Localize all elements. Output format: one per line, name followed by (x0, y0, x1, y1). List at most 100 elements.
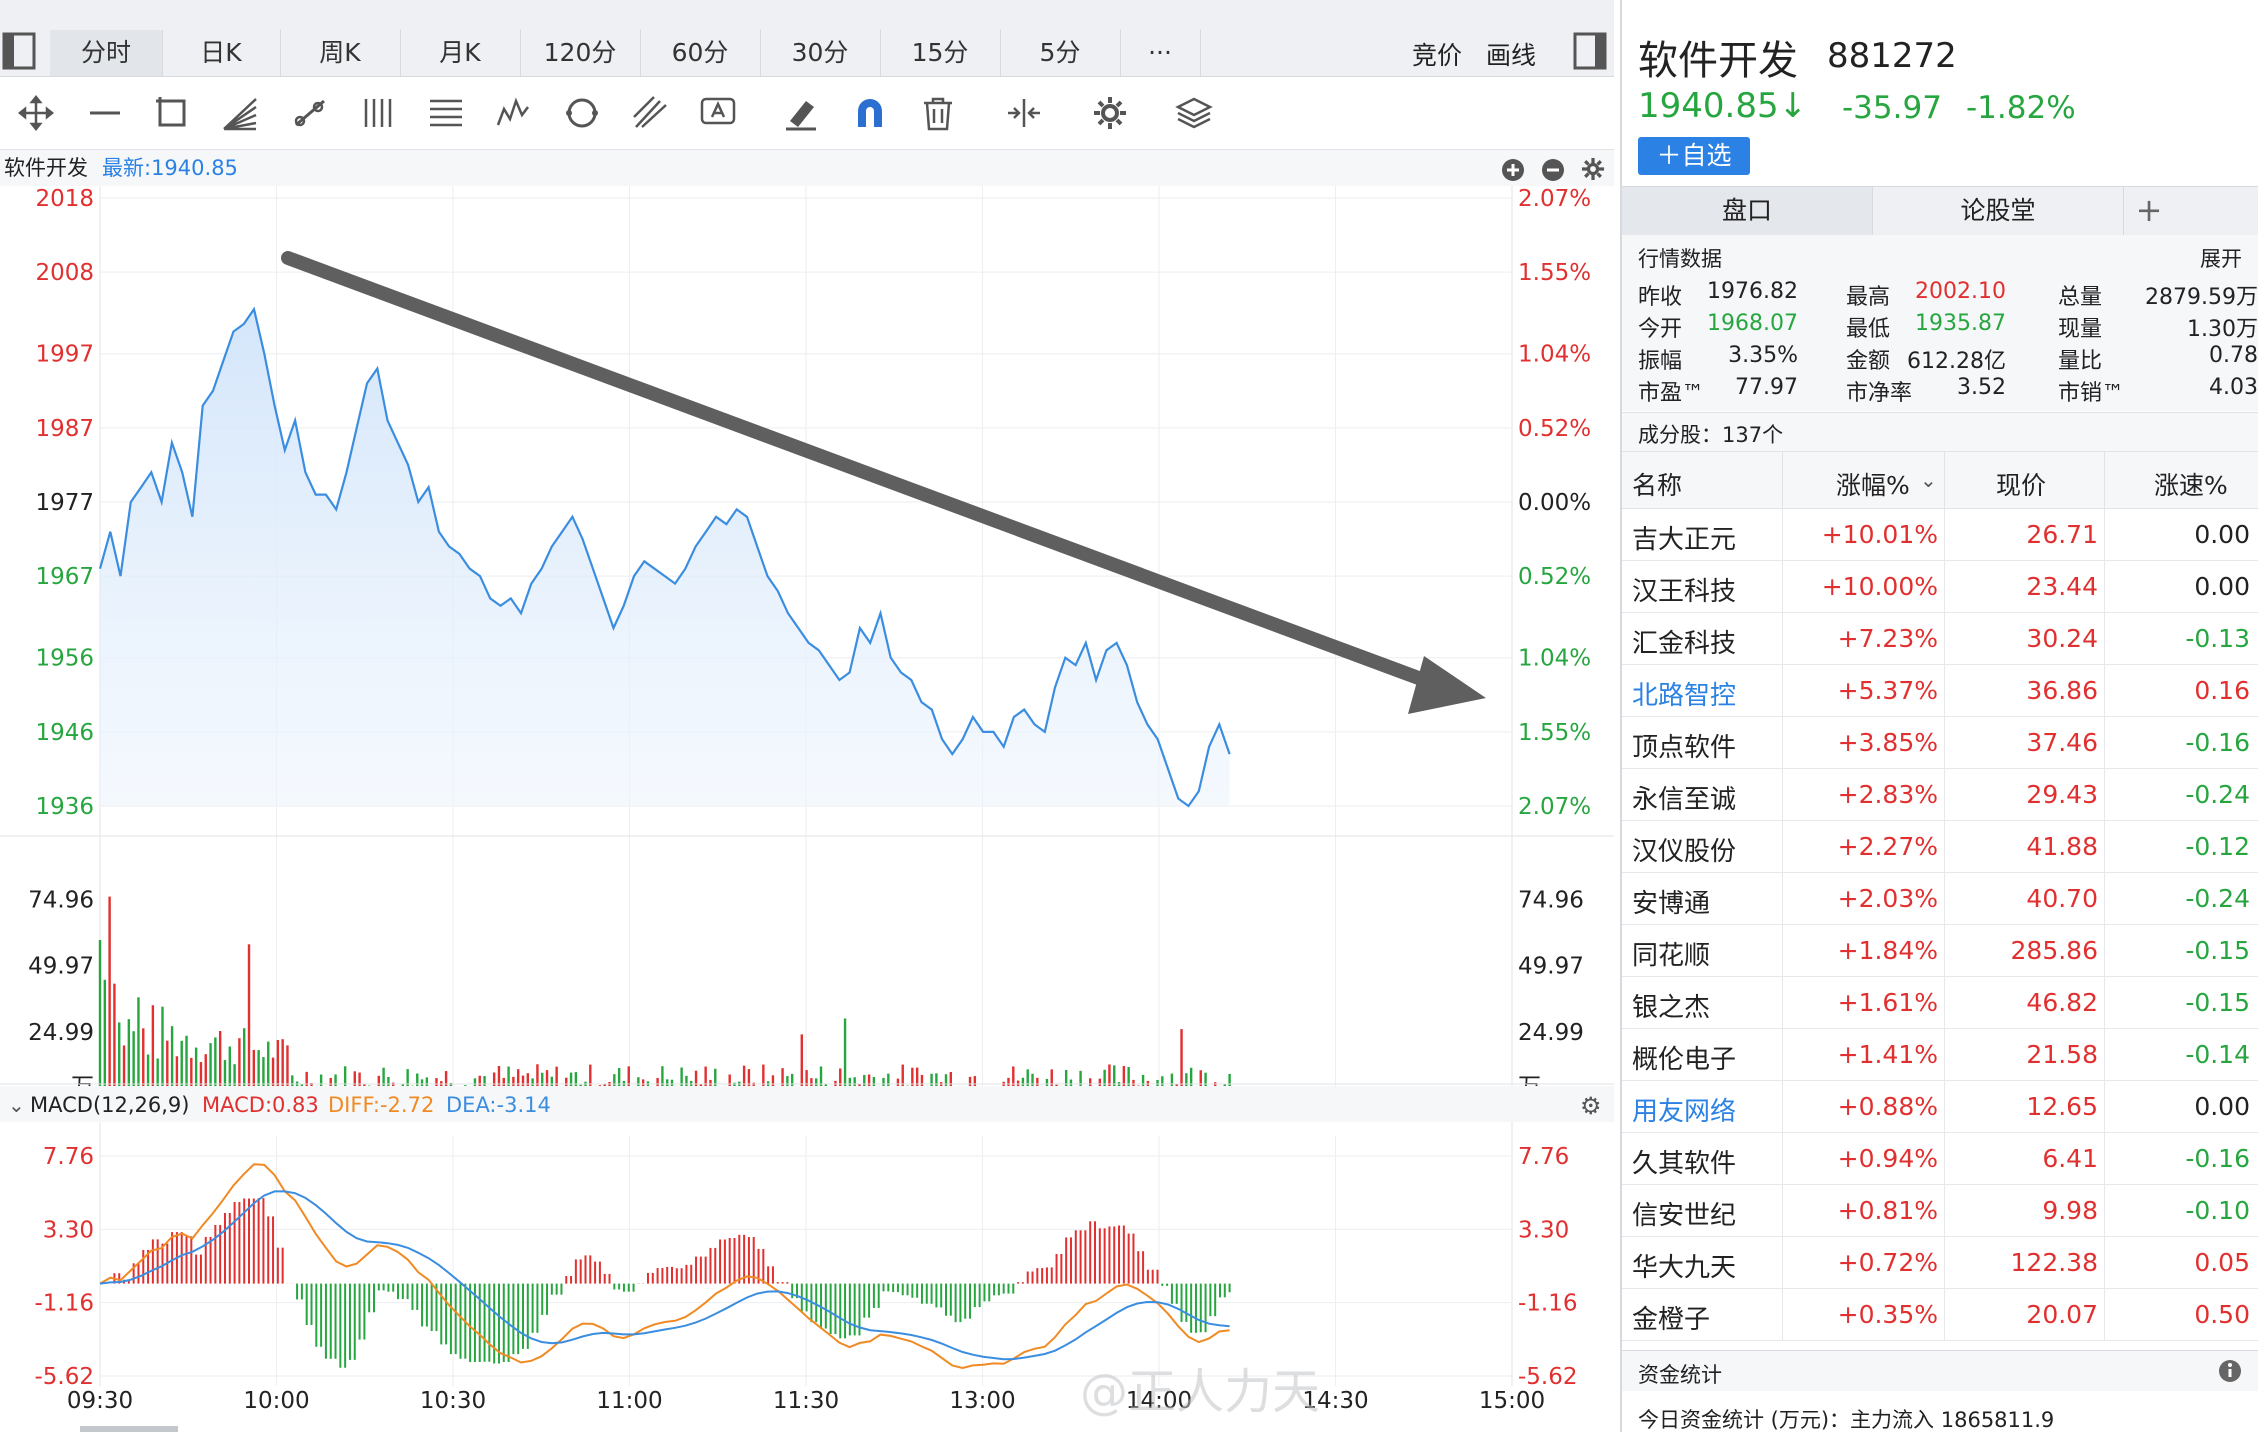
volume-bar (170, 1026, 174, 1098)
trash-icon[interactable] (918, 93, 958, 133)
quote-value: 77.97 (1735, 375, 1798, 400)
constituents-count: 成分股：137个 (1638, 423, 1784, 447)
table-row[interactable]: 吉大正元 +10.01% 26.71 0.00 (1622, 508, 2258, 561)
index-name: 软件开发 (4, 156, 88, 180)
volume-bar (276, 1040, 280, 1098)
volume-tick-label: 24.99 (1518, 1020, 1584, 1046)
table-row[interactable]: 用友网络 +0.88% 12.65 0.00 (1622, 1080, 2258, 1133)
macd-tick-label: 3.30 (1518, 1217, 1569, 1243)
table-row[interactable]: 同花顺 +1.84% 285.86 -0.15 (1622, 924, 2258, 977)
chart-settings-icon[interactable] (1580, 156, 1606, 182)
volume-bar (262, 1057, 265, 1098)
horizontal-line-icon[interactable] (86, 93, 126, 133)
col-divider (2104, 1028, 2105, 1080)
col-change[interactable]: 涨幅% (1836, 471, 1910, 500)
col-name[interactable]: 名称 (1632, 471, 1683, 500)
rectangle-icon[interactable] (152, 93, 192, 133)
sort-desc-icon[interactable]: ⌄ (1920, 468, 1937, 492)
magnet-icon[interactable] (850, 93, 890, 133)
tab-order-book[interactable]: 盘口 (1622, 187, 1873, 235)
tab-period-0[interactable]: 分时 (50, 30, 163, 76)
add-to-watchlist-button[interactable]: ＋自选 (1638, 137, 1750, 175)
tab-period-1[interactable]: 日K (162, 30, 281, 76)
table-row[interactable]: 金橙子 +0.35% 20.07 0.50 (1622, 1288, 2258, 1341)
col-divider (1782, 560, 1783, 612)
text-annotation-icon[interactable] (698, 93, 738, 133)
tab-period-2[interactable]: 周K (280, 30, 401, 76)
tab-period-7[interactable]: 15分 (880, 30, 1001, 76)
layers-icon[interactable] (1174, 93, 1214, 133)
trend-segment-icon[interactable] (290, 93, 330, 133)
fib-lines-icon[interactable] (426, 93, 466, 133)
price-change: -35.97 (1842, 90, 1942, 126)
quote-label: 市盈™ (1638, 381, 1705, 406)
pct-tick-label: 1.04% (1518, 342, 1591, 368)
wave-icon[interactable] (494, 93, 534, 133)
tab-period-6[interactable]: 30分 (760, 30, 881, 76)
price-tick-label: 1956 (35, 646, 94, 672)
intraday-chart[interactable]: 2018 2.07% 2008 1.55% 1997 1.04% 1987 0.52% 1977… (0, 186, 1614, 1432)
pitchfork-icon[interactable] (630, 93, 670, 133)
quote-value: 1.30万 (2187, 317, 2258, 342)
col-speed[interactable]: 涨速% (2154, 471, 2228, 500)
col-price[interactable]: 现价 (1996, 471, 2047, 500)
price-tick-label: 1967 (35, 564, 94, 590)
zoom-in-icon[interactable] (1501, 157, 1525, 181)
volume-bar (781, 1068, 784, 1098)
volume-tick-label: 74.96 (28, 887, 94, 913)
zoom-out-icon[interactable] (1541, 157, 1565, 181)
fan-lines-icon[interactable] (220, 93, 260, 133)
table-row[interactable]: 汇金科技 +7.23% 30.24 -0.13 (1622, 612, 2258, 665)
info-icon[interactable] (2218, 1359, 2242, 1383)
table-row[interactable]: 概伦电子 +1.41% 21.58 -0.14 (1622, 1028, 2258, 1081)
quote-value: 1968.07 (1707, 311, 1798, 336)
col-divider (2104, 768, 2105, 820)
tab-forum[interactable]: 论股堂 (1873, 187, 2124, 235)
panel-tab-bar: 盘口 论股堂 + (1622, 186, 2258, 236)
price-cell: 122.38 (2010, 1248, 2098, 1277)
macd-header-bg (0, 1086, 1614, 1122)
eraser-icon[interactable] (782, 93, 822, 133)
trend-arrow-head (1408, 656, 1486, 714)
tab-period-3[interactable]: 月K (400, 30, 521, 76)
table-row[interactable]: 安博通 +2.03% 40.70 -0.24 (1622, 872, 2258, 925)
col-divider (1782, 452, 1783, 508)
stock-name-cell: 概伦电子 (1632, 1045, 1737, 1075)
add-tab-button[interactable]: + (2135, 191, 2163, 229)
draw-line-button[interactable]: 画线 (1486, 41, 1537, 70)
tab-period-5[interactable]: 60分 (640, 30, 761, 76)
table-row[interactable]: 银之杰 +1.61% 46.82 -0.15 (1622, 976, 2258, 1029)
volume-bar (555, 1066, 558, 1098)
vertical-lines-icon[interactable] (358, 93, 398, 133)
sidebar-toggle-icon[interactable] (2, 32, 36, 70)
table-row[interactable]: 顶点软件 +3.85% 37.46 -0.16 (1622, 716, 2258, 769)
table-row[interactable]: 北路智控 +5.37% 36.86 0.16 (1622, 664, 2258, 717)
right-panel-toggle-icon[interactable] (1573, 32, 1607, 70)
table-row[interactable]: 久其软件 +0.94% 6.41 -0.16 (1622, 1132, 2258, 1185)
quote-label: 最高 (1846, 285, 1891, 310)
circle-icon[interactable] (562, 93, 602, 133)
table-row[interactable]: 汉仪股份 +2.27% 41.88 -0.12 (1622, 820, 2258, 873)
right-panel: 软件开发 881272 1940.85↓ -35.97 -1.82% ＋自选 盘… (1620, 0, 2258, 1432)
auction-button[interactable]: 竞价 (1412, 41, 1463, 70)
expand-button[interactable]: 展开 (2200, 247, 2242, 271)
pct-tick-label: 1.55% (1518, 260, 1591, 286)
table-row[interactable]: 信安世纪 +0.81% 9.98 -0.10 (1622, 1184, 2258, 1237)
table-row[interactable]: 汉王科技 +10.00% 23.44 0.00 (1622, 560, 2258, 613)
volume-bar (843, 1018, 847, 1098)
speed-cell: -0.14 (2185, 1040, 2250, 1069)
price-cell: 6.41 (2042, 1144, 2098, 1173)
time-tick-label: 14:00 (1126, 1388, 1192, 1414)
crosshair-icon[interactable] (16, 93, 56, 133)
tab-more[interactable]: ··· (1120, 30, 1201, 76)
tab-period-8[interactable]: 5分 (1000, 30, 1121, 76)
macd-tick-label: -5.62 (1518, 1364, 1578, 1390)
col-divider (1944, 452, 1945, 508)
tab-period-4[interactable]: 120分 (520, 30, 641, 76)
price-cell: 29.43 (2026, 780, 2098, 809)
table-row[interactable]: 华大九天 +0.72% 122.38 0.05 (1622, 1236, 2258, 1289)
compress-icon[interactable] (1004, 93, 1044, 133)
table-row[interactable]: 永信至诚 +2.83% 29.43 -0.24 (1622, 768, 2258, 821)
settings-gear-icon[interactable] (1090, 93, 1130, 133)
price-cell: 41.88 (2026, 832, 2098, 861)
